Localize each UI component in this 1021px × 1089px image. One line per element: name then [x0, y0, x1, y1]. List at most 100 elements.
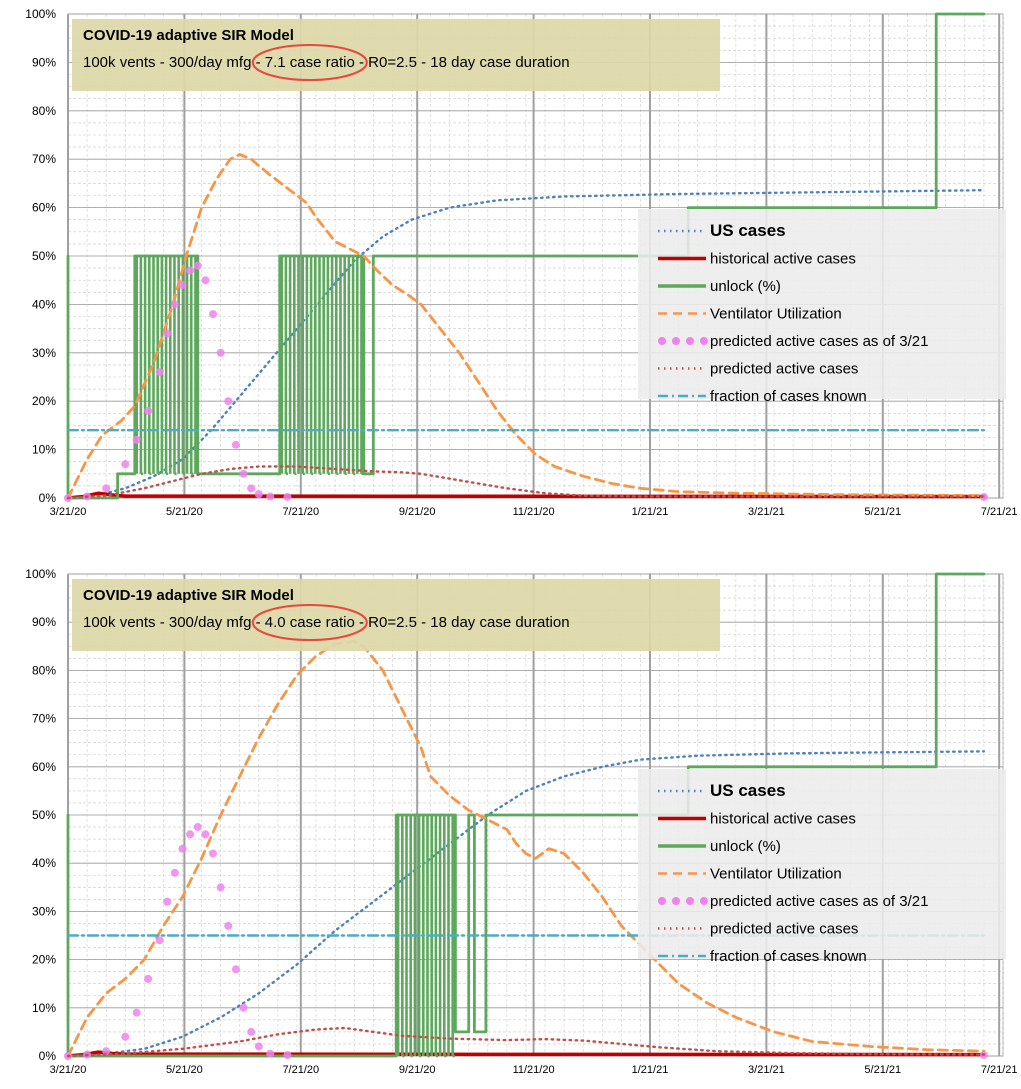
series-predicted-active-cases-line: [66, 1026, 986, 1058]
x-tick-label: 5/21/21: [864, 1064, 901, 1076]
x-tick-label: 5/21/21: [864, 506, 901, 518]
y-tick-label: 90%: [32, 615, 56, 629]
legend-swatch-predicted-active-cases-as-of-3-21: [700, 897, 708, 905]
legend-label-predicted-active-cases: predicted active cases: [710, 921, 858, 938]
chart-title: COVID-19 adaptive SIR Model: [83, 27, 294, 44]
legend-label-predicted-active-cases-as-of-3-21: predicted active cases as of 3/21: [710, 333, 928, 350]
title-box-bg: [72, 19, 720, 91]
y-tick-label: 10%: [32, 443, 56, 457]
legend-swatch-predicted-active-cases-as-of-3-21: [686, 897, 694, 905]
x-tick-label: 3/21/20: [50, 1064, 87, 1076]
chart-svg: 0% 10% 20% 30% 40% 50% 60% 70% 80% 90% 100% 3/21/20…: [25, 567, 1018, 1076]
y-tick-label: 0%: [39, 491, 57, 505]
legend-swatch-predicted-active-cases-as-of-3-21: [686, 337, 694, 345]
chart-subtitle: 100k vents - 300/day mfg - 4.0 case rati…: [83, 614, 570, 631]
data-point: [155, 368, 164, 377]
x-tick-label: 3/21/21: [748, 506, 785, 518]
title-box: COVID-19 adaptive SIR Model 100k vents - …: [72, 19, 720, 91]
y-tick-label: 30%: [32, 904, 56, 918]
data-point: [979, 493, 988, 502]
data-point: [231, 965, 240, 974]
chart-panel-top: 0% 10% 20% 30% 40% 50% 60% 70% 80% 90% 100% 3/21/20…: [0, 0, 1021, 540]
legend-label-fraction-of-cases-known: fraction of cases known: [710, 388, 867, 405]
y-tick-label: 10%: [32, 1001, 56, 1015]
data-point: [193, 823, 202, 832]
x-tick-label: 7/21/20: [282, 1064, 319, 1076]
legend-swatch-predicted-active-cases-as-of-3-21: [672, 337, 680, 345]
data-point: [186, 830, 195, 839]
y-tick-label: 50%: [32, 808, 56, 822]
y-tick-label: 80%: [32, 104, 56, 118]
legend-bg: [638, 209, 1006, 399]
x-tick-label: 9/21/20: [399, 1064, 436, 1076]
x-tick-label: 5/21/20: [166, 1064, 203, 1076]
highlight-ellipse: [251, 44, 368, 81]
y-tick-label: 70%: [32, 152, 56, 166]
title-box: COVID-19 adaptive SIR Model 100k vents - …: [72, 579, 720, 651]
legend-label-us-cases: US cases: [710, 781, 786, 800]
legend-swatch-predicted-active-cases-as-of-3-21: [672, 897, 680, 905]
data-point: [163, 329, 172, 338]
data-point: [170, 868, 179, 877]
series-predicted-active-cases-line: [66, 465, 986, 500]
x-tick-label: 7/21/20: [282, 506, 319, 518]
data-point: [163, 897, 172, 906]
legend-swatch-predicted-active-cases-as-of-3-21: [700, 337, 708, 345]
series-predicted-active-cases-as-of-3-21: [64, 823, 988, 1060]
legend: US cases historical active cases unlock (%…: [638, 209, 1006, 405]
series-unlock-line: [66, 12, 986, 500]
subtitle-part: - R0=2.5 - 18 day case duration: [355, 614, 570, 631]
legend-label-historical-active-cases: historical active cases: [710, 251, 856, 268]
data-point: [155, 936, 164, 945]
chart-subtitle: 100k vents - 300/day mfg - 7.1 case rati…: [83, 54, 570, 71]
data-point: [247, 1027, 256, 1036]
subtitle-part: 100k vents - 300/day mfg -: [83, 54, 265, 71]
data-point: [254, 1042, 263, 1051]
y-tick-label: 60%: [32, 201, 56, 215]
highlighted-case-ratio: 7.1 case ratio: [265, 54, 355, 71]
data-point: [266, 492, 275, 501]
legend-label-predicted-active-cases-as-of-3-21: predicted active cases as of 3/21: [710, 893, 928, 910]
series-group: [64, 12, 988, 502]
title-box-bg: [72, 579, 720, 651]
y-tick-label: 20%: [32, 394, 56, 408]
data-point: [178, 844, 187, 853]
legend-bg: [638, 769, 1006, 959]
x-tick-label: 1/21/21: [632, 1064, 669, 1076]
series-us-cases-line: [66, 189, 986, 500]
series-ventilator-utilization-line: [66, 153, 986, 500]
chart-svg: 0% 10% 20% 30% 40% 50% 60% 70% 80% 90% 100% 3/21/20…: [25, 7, 1018, 518]
legend-label-fraction-of-cases-known: fraction of cases known: [710, 948, 867, 965]
y-tick-label: 70%: [32, 712, 56, 726]
data-point: [209, 310, 218, 319]
x-tick-label: 7/21/21: [981, 1064, 1018, 1076]
data-point: [283, 1051, 292, 1060]
legend-swatch-predicted-active-cases-as-of-3-21: [658, 337, 666, 345]
data-point: [216, 883, 225, 892]
data-point: [224, 921, 233, 930]
y-tick-label: 60%: [32, 760, 56, 774]
data-point: [193, 261, 202, 270]
data-point: [231, 440, 240, 449]
data-point: [170, 300, 179, 309]
data-point: [201, 276, 210, 285]
data-point: [283, 493, 292, 502]
highlight-ellipse: [251, 604, 368, 641]
subtitle-part: 100k vents - 300/day mfg -: [83, 614, 265, 631]
y-tick-label: 30%: [32, 346, 56, 360]
x-tick-label: 5/21/20: [166, 506, 203, 518]
y-tick-label: 40%: [32, 856, 56, 870]
data-point: [254, 490, 263, 499]
legend-label-unlock: unlock (%): [710, 838, 781, 855]
data-point: [266, 1049, 275, 1058]
data-point: [239, 469, 248, 478]
x-tick-label: 1/21/21: [632, 506, 669, 518]
legend-label-ventilator-utilization: Ventilator Utilization: [710, 306, 842, 323]
legend-label-historical-active-cases: historical active cases: [710, 811, 856, 828]
series-unlock-line: [66, 572, 986, 1058]
y-tick-label: 100%: [25, 567, 56, 581]
x-tick-label: 7/21/21: [981, 506, 1018, 518]
data-point: [216, 348, 225, 357]
subtitle-part: - R0=2.5 - 18 day case duration: [355, 54, 570, 71]
highlighted-case-ratio: 4.0 case ratio: [265, 614, 355, 631]
